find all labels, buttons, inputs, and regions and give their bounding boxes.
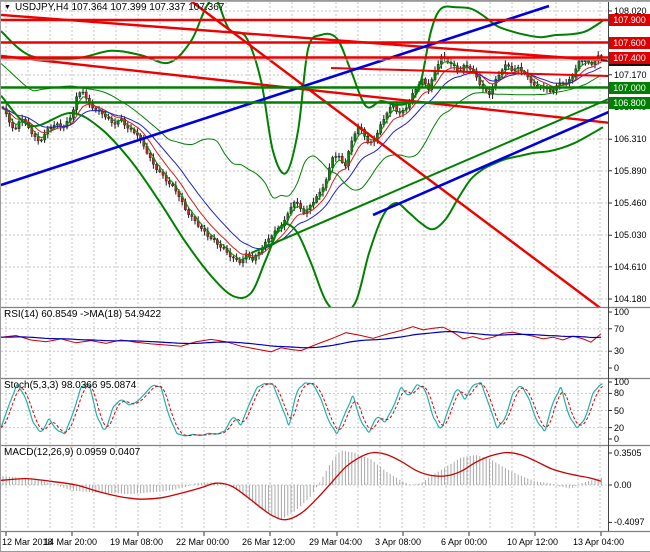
stoch-axis-tick: 80	[614, 388, 625, 399]
macd-panel	[1, 450, 602, 521]
price-axis-tick: 105.030	[614, 230, 647, 241]
macd-axis-tick: 0.3505	[614, 447, 642, 458]
price-axis-tick: 104.610	[614, 261, 647, 272]
price-level-badge: 107.400	[609, 51, 650, 64]
date-axis-label: 14 Mar 20:00	[44, 537, 98, 547]
rsi-panel	[1, 326, 602, 353]
stoch-axis-tick: 100	[614, 377, 630, 387]
rsi-indicator-label: RSI(14) 60.8549 ->MA(18) 54.9422	[4, 309, 162, 320]
date-axis-label: 10 Apr 12:00	[507, 537, 559, 547]
date-axis-label: 19 Mar 08:00	[110, 537, 164, 547]
price-axis-tick: 107.170	[614, 69, 647, 80]
macd-axis-tick: -0.4097	[614, 517, 645, 528]
bollinger-middle-band	[1, 63, 602, 199]
trendline	[1, 13, 608, 63]
date-axis-label: 6 Apr 00:00	[441, 537, 488, 547]
rsi-axis-tick: 100	[614, 307, 630, 317]
ohlc-title-text: USDJPY,H4 107.364 107.399 107.337 107.36…	[14, 2, 225, 13]
trendline	[1, 54, 608, 124]
date-axis-label: 13 Apr 04:00	[573, 537, 625, 547]
trendline	[1, 4, 550, 187]
price-level-badge: 107.600	[609, 36, 650, 49]
date-axis-label: 12 Mar 2018	[2, 537, 53, 547]
price-level-badge: 106.800	[609, 96, 650, 109]
stoch-indicator-label: Stoch(5,3,3) 98.0366 95.0874	[4, 380, 137, 391]
macd-axis-tick: 0.00	[614, 480, 632, 490]
date-axis-label: 3 Apr 08:00	[375, 537, 422, 547]
trendline	[190, 1, 601, 307]
trendline	[372, 110, 608, 217]
price-axis-tick: 105.890	[614, 165, 647, 176]
symbol-dropdown-icon[interactable]: ▼	[4, 4, 11, 11]
price-axis-tick: 104.180	[614, 294, 647, 304]
macd-signal-line	[1, 451, 602, 521]
main-price-panel	[1, 1, 608, 307]
date-axis-label: 29 Mar 04:00	[309, 537, 363, 547]
trendline	[330, 67, 608, 77]
date-axis-label: 22 Mar 00:00	[176, 537, 230, 547]
rsi-axis-tick: 30	[614, 346, 625, 357]
stoch-d-line	[1, 382, 603, 437]
stoch-axis-tick: 20	[614, 422, 625, 433]
date-axis-label: 26 Mar 12:00	[242, 537, 296, 547]
rsi-ma-line	[1, 331, 602, 349]
trendline	[250, 98, 608, 254]
macd-indicator-label: MACD(12,26,9) 0.0959 0.0407	[4, 447, 141, 458]
price-level-badge: 107.900	[609, 14, 650, 26]
price-axis-tick: 105.460	[614, 198, 647, 208]
stoch-panel	[1, 382, 603, 437]
price-axis-tick: 108.020	[614, 6, 647, 16]
rsi-axis-tick: 70	[614, 323, 625, 334]
stoch-axis-tick: 0	[614, 434, 620, 444]
bollinger-lower-band	[1, 94, 604, 307]
price-level-badge: 107.000	[609, 81, 650, 94]
ma-slow-line	[2, 66, 602, 250]
stoch-k-line	[1, 382, 603, 437]
price-axis-tick: 106.310	[614, 134, 647, 145]
stoch-axis-tick: 50	[614, 405, 625, 416]
rsi-axis-tick: 0	[614, 363, 620, 373]
chart-title: ▼ USDJPY,H4 107.364 107.399 107.337 107.3…	[4, 2, 224, 13]
